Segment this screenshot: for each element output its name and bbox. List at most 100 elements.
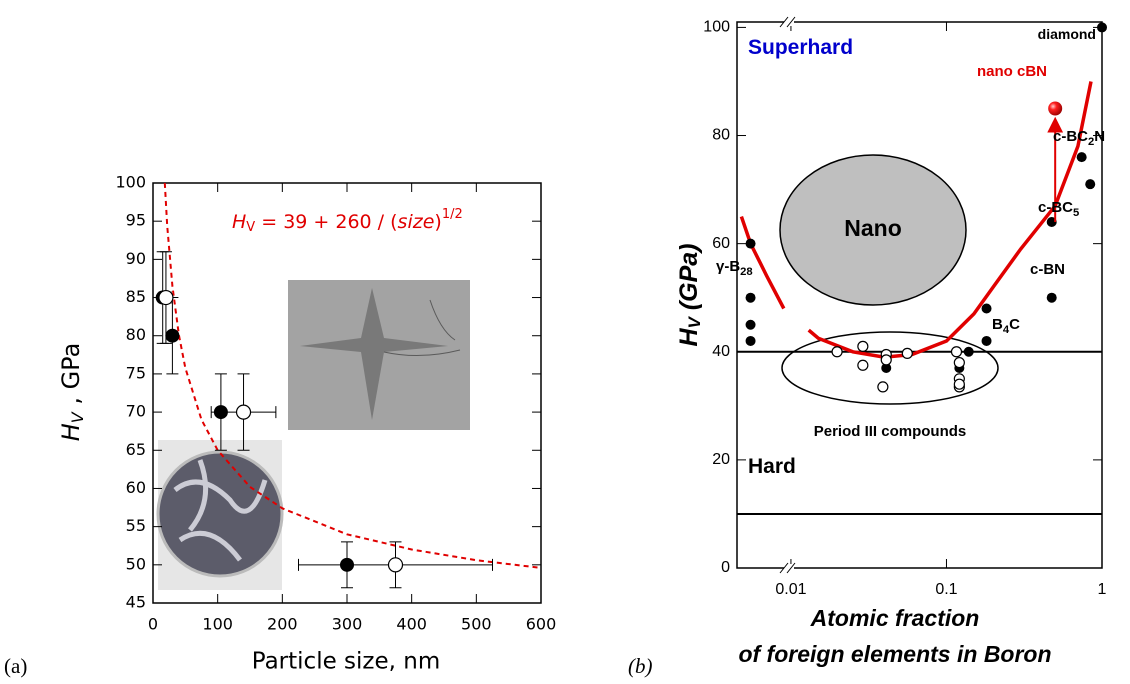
annotation-part: 2 bbox=[1088, 136, 1094, 148]
annotation: c-BN bbox=[1030, 261, 1065, 278]
annotation-part: B bbox=[992, 316, 1003, 333]
point bbox=[877, 381, 889, 393]
label-part: V bbox=[685, 315, 704, 328]
x-tick-label: 600 bbox=[526, 615, 557, 634]
point bbox=[950, 346, 963, 358]
point bbox=[1046, 292, 1057, 303]
point bbox=[1076, 152, 1087, 163]
annotation: γ-B28 bbox=[716, 258, 753, 278]
annotation-part: Superhard bbox=[748, 36, 853, 59]
annotation: Superhard bbox=[748, 36, 853, 59]
annotation-part: γ-B bbox=[716, 258, 740, 275]
annotation-part: Period III compounds bbox=[814, 423, 967, 440]
y-axis-label: HV , GPa bbox=[57, 343, 87, 442]
label-part: H bbox=[675, 328, 703, 347]
annotation-part: c-BC bbox=[1038, 199, 1073, 216]
eq-part: ) bbox=[434, 211, 441, 233]
y-tick-label: 80 bbox=[126, 325, 146, 344]
x-tick-label: 300 bbox=[332, 615, 363, 634]
annotation-part: Nano bbox=[844, 215, 902, 241]
point bbox=[953, 378, 965, 390]
x-tick-label: 0.1 bbox=[935, 581, 957, 598]
label-part: H bbox=[57, 423, 85, 441]
x-tick-label: 0 bbox=[148, 615, 158, 634]
x-tick-label: 100 bbox=[202, 615, 233, 634]
panel-label: (a) bbox=[4, 654, 27, 678]
x-axis-label: Particle size, nm bbox=[252, 649, 441, 675]
y-tick-label: 60 bbox=[126, 478, 146, 497]
point bbox=[1048, 101, 1063, 116]
eq-part: size bbox=[398, 211, 435, 233]
annotation: Period III compounds bbox=[814, 423, 967, 440]
trend-curve bbox=[739, 81, 1093, 359]
point bbox=[235, 404, 252, 420]
x-tick-label: 200 bbox=[267, 615, 298, 634]
crack bbox=[383, 299, 461, 357]
disk-shine bbox=[173, 459, 268, 562]
point bbox=[745, 292, 756, 303]
x-axis-label: of foreign elements in Boron bbox=[738, 641, 1051, 667]
annotation-part: N bbox=[1094, 128, 1105, 145]
point bbox=[857, 359, 869, 371]
y-axis-label: HV (GPa) bbox=[675, 243, 705, 346]
y-tick-label: 100 bbox=[703, 19, 730, 36]
label-part: , GPa bbox=[57, 343, 85, 413]
point bbox=[981, 335, 992, 346]
label-part: V bbox=[68, 411, 87, 423]
annotation: B4C bbox=[992, 316, 1020, 336]
x-tick-label: 500 bbox=[461, 615, 492, 634]
y-tick-label: 40 bbox=[712, 343, 730, 360]
axis-break-gap bbox=[784, 564, 794, 572]
y-tick-label: 55 bbox=[126, 516, 146, 535]
nano-region bbox=[779, 154, 967, 306]
x-tick-label: 400 bbox=[396, 615, 427, 634]
point bbox=[831, 346, 843, 358]
y-tick-label: 85 bbox=[126, 287, 146, 306]
eq-part: = 39 + 260 / ( bbox=[255, 211, 397, 233]
annotation-part: diamond bbox=[1038, 26, 1096, 42]
annotation-part: 4 bbox=[1003, 324, 1010, 336]
point bbox=[963, 346, 974, 357]
point bbox=[745, 335, 756, 346]
period-iii-region bbox=[781, 331, 999, 405]
eq-part: H bbox=[232, 211, 246, 233]
annotation-part: nano cBN bbox=[977, 63, 1047, 80]
label-part: (GPa) bbox=[675, 243, 703, 317]
annotation: Hard bbox=[748, 455, 796, 478]
point bbox=[881, 362, 892, 373]
x-axis-label: Atomic fraction bbox=[810, 605, 980, 631]
annotation-part: 28 bbox=[740, 266, 753, 278]
y-tick-label: 95 bbox=[126, 211, 146, 230]
y-tick-label: 90 bbox=[126, 249, 146, 268]
axis-break bbox=[779, 16, 796, 28]
panel-label: (b) bbox=[628, 654, 653, 678]
equation: HV = 39 + 260 / (size)1/2 bbox=[232, 207, 463, 235]
y-tick-label: 75 bbox=[126, 363, 146, 382]
eq-part: V bbox=[246, 220, 255, 235]
y-tick-label: 60 bbox=[712, 235, 730, 252]
y-tick-label: 20 bbox=[712, 451, 730, 468]
annotation-part: c-BN bbox=[1030, 261, 1065, 278]
point bbox=[901, 347, 913, 359]
y-tick-label: 100 bbox=[115, 173, 146, 192]
y-tick-label: 80 bbox=[712, 127, 730, 144]
annotation: Nano bbox=[844, 215, 902, 241]
annotation-part: c-BC bbox=[1053, 128, 1088, 145]
axis-break-gap bbox=[784, 18, 794, 26]
disk bbox=[156, 450, 284, 578]
point bbox=[158, 289, 174, 306]
point bbox=[953, 356, 965, 369]
y-tick-label: 70 bbox=[126, 402, 146, 421]
fit-curve bbox=[163, 182, 542, 569]
y-tick-label: 0 bbox=[721, 559, 730, 576]
annotation: c-BC2N bbox=[1053, 128, 1105, 148]
plot-frame bbox=[736, 21, 1103, 569]
y-tick-label: 45 bbox=[126, 593, 146, 612]
annotation: nano cBN bbox=[977, 63, 1047, 80]
point bbox=[745, 319, 756, 330]
point bbox=[165, 328, 180, 343]
y-tick-label: 50 bbox=[126, 554, 146, 573]
annotation: diamond bbox=[1038, 26, 1096, 42]
point bbox=[387, 557, 404, 573]
